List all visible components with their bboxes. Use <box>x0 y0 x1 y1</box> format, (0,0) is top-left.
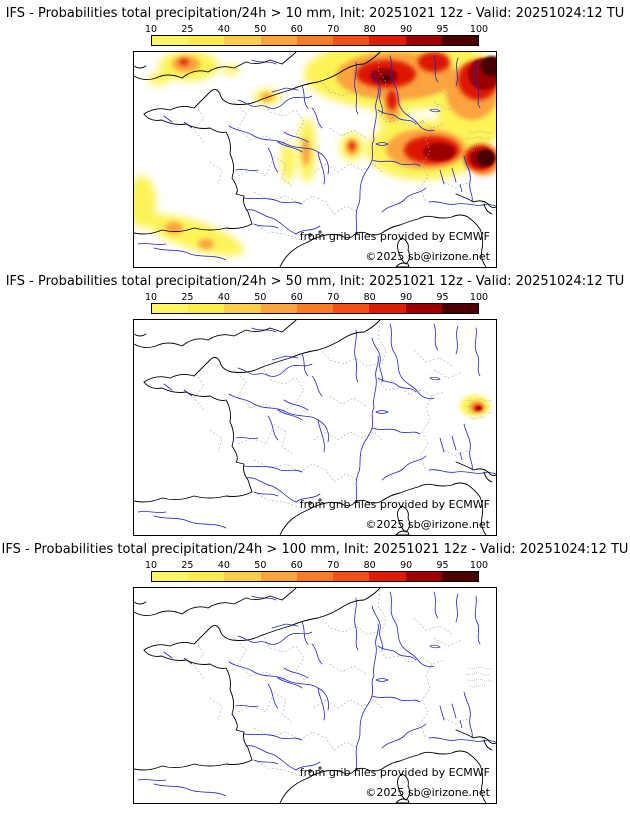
credit-provider: from grib files provided by ECMWF <box>299 766 490 779</box>
panel-title: IFS - Probabilities total precipitation/… <box>1 542 629 557</box>
colorbar-tick-label: 95 <box>436 560 449 571</box>
credit-copyright: ©2025 sb@irizone.net <box>365 250 490 263</box>
colorbar-tick-label: 95 <box>436 24 449 35</box>
colorbar-segment <box>260 304 297 313</box>
colorbar-tick-label: 100 <box>469 560 489 571</box>
colorbar-segment <box>405 572 442 581</box>
colorbar-segment <box>369 572 406 581</box>
colorbar-tick-label: 90 <box>400 24 413 35</box>
colorbar-segment <box>188 36 225 45</box>
colorbar-segment <box>152 304 189 313</box>
colorbar-tick-label: 60 <box>290 560 303 571</box>
credit-provider: from grib files provided by ECMWF <box>299 498 490 511</box>
colorbar-segment <box>188 304 225 313</box>
map-50mm <box>134 320 496 535</box>
colorbar-tick-label: 10 <box>144 292 158 303</box>
credit-copyright: ©2025 sb@irizone.net <box>365 786 490 799</box>
colorbar-ticks: 10 25 40 50 60 70 80 90 95 100 <box>145 560 488 571</box>
colorbar-segment <box>152 572 189 581</box>
colorbar-tick-label: 100 <box>469 24 489 35</box>
colorbar-segment <box>260 36 297 45</box>
panel-10mm: IFS - Probabilities total precipitation/… <box>0 6 630 268</box>
colorbar-tick-label: 90 <box>400 292 413 303</box>
colorbar-bar <box>151 303 479 314</box>
colorbar-tick-label: 10 <box>144 24 158 35</box>
colorbar-tick-label: 50 <box>254 560 267 571</box>
colorbar-tick-label: 40 <box>217 292 230 303</box>
colorbar-tick-label: 40 <box>217 560 230 571</box>
colorbar-ticks: 10 25 40 50 60 70 80 90 95 100 <box>145 292 488 303</box>
colorbar-bar <box>151 35 479 46</box>
colorbar-segment <box>224 572 261 581</box>
colorbar-tick-label: 60 <box>290 24 303 35</box>
colorbar-tick-label: 80 <box>363 292 376 303</box>
map-frame: from grib files provided by ECMWF ©2025 … <box>133 51 497 268</box>
panel-50mm: IFS - Probabilities total precipitation/… <box>0 274 630 536</box>
panel-100mm: IFS - Probabilities total precipitation/… <box>0 542 630 804</box>
colorbar-segment <box>369 304 406 313</box>
colorbar-segment <box>224 36 261 45</box>
colorbar-segment <box>188 572 225 581</box>
colorbar-tick-label: 40 <box>217 24 230 35</box>
colorbar-segment <box>441 36 478 45</box>
colorbar: 10 25 40 50 60 70 80 90 95 100 <box>145 560 488 582</box>
colorbar-tick-label: 80 <box>363 24 376 35</box>
colorbar-segment <box>441 304 478 313</box>
colorbar-segment <box>333 572 370 581</box>
colorbar-segment <box>405 304 442 313</box>
colorbar-tick-label: 25 <box>181 560 194 571</box>
colorbar-tick-label: 50 <box>254 292 267 303</box>
colorbar-tick-label: 70 <box>327 24 340 35</box>
colorbar-segment <box>296 36 334 45</box>
colorbar-segment <box>333 36 370 45</box>
colorbar-segment <box>296 572 334 581</box>
colorbar-segment <box>405 36 442 45</box>
colorbar-segment <box>224 304 261 313</box>
colorbar-tick-label: 70 <box>327 560 340 571</box>
colorbar-ticks: 10 25 40 50 60 70 80 90 95 100 <box>145 24 488 35</box>
colorbar-tick-label: 10 <box>144 560 158 571</box>
colorbar-segment <box>441 572 478 581</box>
colorbar-tick-label: 60 <box>290 292 303 303</box>
map-frame: from grib files provided by ECMWF ©2025 … <box>133 587 497 804</box>
panel-title: IFS - Probabilities total precipitation/… <box>5 274 625 289</box>
colorbar-tick-label: 25 <box>181 292 194 303</box>
precip-overlay-50mm <box>460 395 490 417</box>
colorbar-segment <box>296 304 334 313</box>
panel-title: IFS - Probabilities total precipitation/… <box>5 6 625 21</box>
colorbar: 10 25 40 50 60 70 80 90 95 100 <box>145 292 488 314</box>
colorbar-segment <box>260 572 297 581</box>
map-frame: from grib files provided by ECMWF ©2025 … <box>133 319 497 536</box>
colorbar-tick-label: 25 <box>181 24 194 35</box>
colorbar-tick-label: 80 <box>363 560 376 571</box>
colorbar-tick-label: 90 <box>400 560 413 571</box>
colorbar-segment <box>333 304 370 313</box>
colorbar-tick-label: 50 <box>254 24 267 35</box>
colorbar: 10 25 40 50 60 70 80 90 95 100 <box>145 24 488 46</box>
colorbar-tick-label: 100 <box>469 292 489 303</box>
colorbar-tick-label: 70 <box>327 292 340 303</box>
precip-overlay-10mm <box>134 52 496 256</box>
colorbar-bar <box>151 571 479 582</box>
colorbar-segment <box>152 36 189 45</box>
colorbar-segment <box>369 36 406 45</box>
credit-provider: from grib files provided by ECMWF <box>299 230 490 243</box>
colorbar-tick-label: 95 <box>436 292 449 303</box>
credit-copyright: ©2025 sb@irizone.net <box>365 518 490 531</box>
map-10mm <box>134 52 496 267</box>
